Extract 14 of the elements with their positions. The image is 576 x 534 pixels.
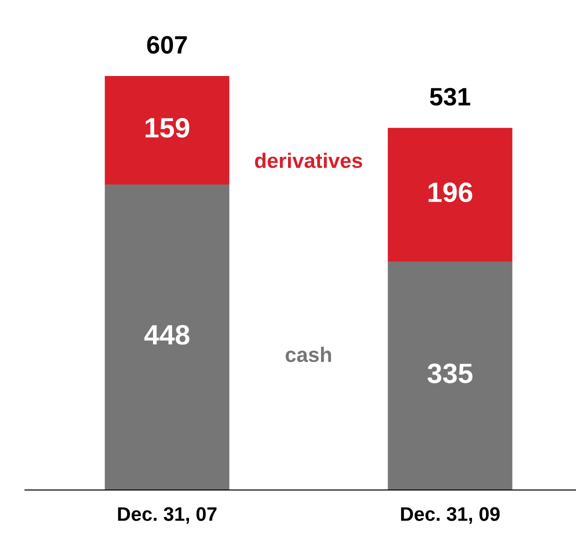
series-label: derivatives xyxy=(254,152,362,168)
bar xyxy=(388,128,512,262)
data-label: 335 xyxy=(428,364,472,384)
bar xyxy=(388,262,512,490)
x-tick-label: Dec. 31, 07 xyxy=(118,507,216,524)
data-label: 159 xyxy=(146,118,190,138)
total-label: 531 xyxy=(430,88,470,106)
data-label: 448 xyxy=(144,325,190,345)
bar xyxy=(104,184,230,490)
text: cash xyxy=(286,346,332,362)
bar xyxy=(104,76,230,184)
total-label: 607 xyxy=(147,36,187,54)
x-tick-label: Dec. 31, 09 xyxy=(401,507,500,524)
data-label: 196 xyxy=(428,182,472,202)
